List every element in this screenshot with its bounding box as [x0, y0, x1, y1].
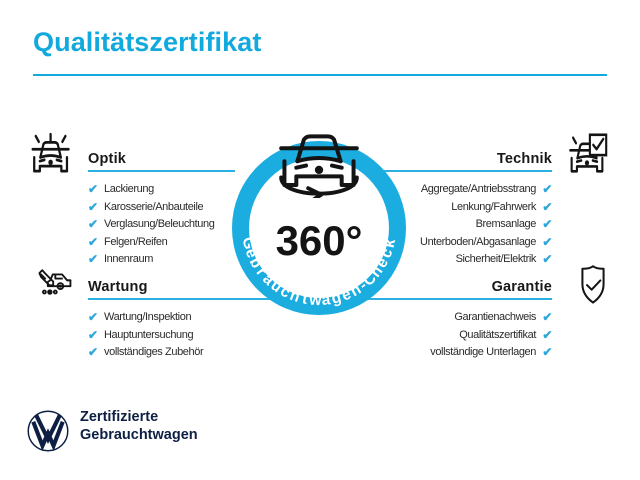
svg-text:360°: 360°	[276, 217, 363, 264]
